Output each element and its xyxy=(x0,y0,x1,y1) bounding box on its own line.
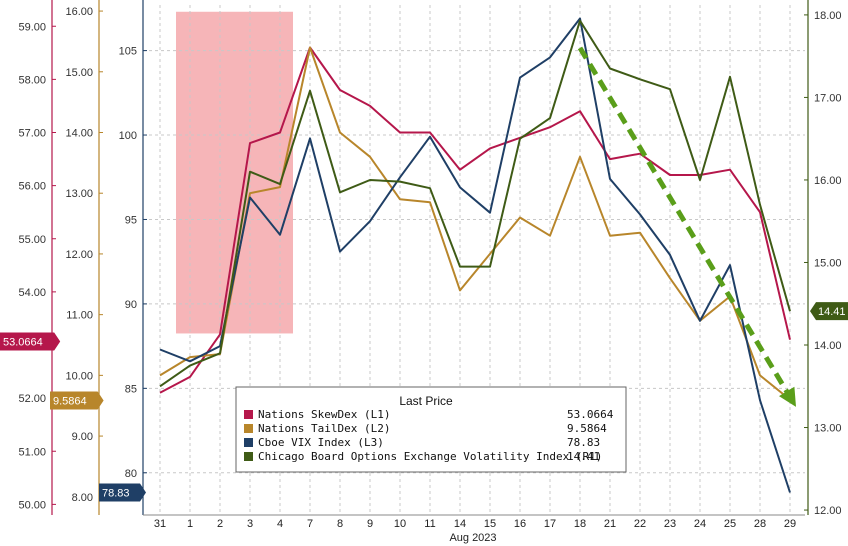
tick-label-R1: 14.00 xyxy=(814,340,842,352)
legend-last-price: 78.83 xyxy=(567,436,600,449)
badge-L3: 78.83 xyxy=(99,483,146,502)
x-tick-label: 25 xyxy=(724,518,736,530)
tick-label-L2: 13.00 xyxy=(65,188,93,200)
series-line-L2 xyxy=(159,46,791,401)
badge-shape xyxy=(0,332,61,351)
legend-last-price: 53.0664 xyxy=(567,408,614,421)
tick-label-L3: 100 xyxy=(119,130,137,142)
x-tick-label: 1 xyxy=(187,518,193,530)
tick-label-L2: 15.00 xyxy=(65,67,93,79)
trend-arrow-shaft xyxy=(577,46,791,397)
trend-arrow-head xyxy=(779,386,796,407)
legend-label: Cboe VIX Index (L3) xyxy=(258,436,384,449)
x-tick-label: 11 xyxy=(424,518,435,530)
badge-value: 78.83 xyxy=(102,488,130,500)
x-tick-label: 24 xyxy=(694,518,706,530)
tick-label-L2: 12.00 xyxy=(65,249,93,261)
tick-label-L3: 85 xyxy=(125,383,137,395)
badge-value: 14.41 xyxy=(818,306,846,318)
tick-label-L2: 14.00 xyxy=(65,128,93,140)
tick-label-L1: 57.00 xyxy=(18,128,46,140)
tick-label-R1: 16.00 xyxy=(814,175,842,187)
axes: 50.0051.0052.0053.0054.0055.0056.0057.00… xyxy=(18,0,842,517)
badge-value: 53.0664 xyxy=(3,336,43,348)
tick-label-R1: 17.00 xyxy=(814,92,842,104)
legend-label: Nations SkewDex (L1) xyxy=(258,408,390,421)
tick-label-R1: 18.00 xyxy=(814,10,842,22)
x-tick-label: 3 xyxy=(247,518,253,530)
tick-label-L1: 54.00 xyxy=(18,287,46,299)
x-axis-label: Aug 2023 xyxy=(449,532,496,544)
legend: Last Price Nations SkewDex (L1) 53.0664 Na… xyxy=(235,386,627,473)
tick-label-L1: 56.00 xyxy=(18,181,46,193)
x-tick-label: 18 xyxy=(574,518,586,530)
x-tick-label: 7 xyxy=(307,518,313,530)
x-tick-label: 28 xyxy=(754,518,766,530)
badge-L1: 53.0664 xyxy=(0,332,61,351)
tick-label-L3: 80 xyxy=(125,468,137,480)
series-line-L1 xyxy=(159,46,791,394)
legend-box xyxy=(235,386,627,473)
legend-swatch xyxy=(244,438,253,447)
x-tick-label: 9 xyxy=(367,518,373,530)
legend-swatch xyxy=(244,452,253,461)
tick-label-L1: 58.00 xyxy=(18,74,46,86)
legend-swatch xyxy=(244,424,253,433)
badge-shape xyxy=(99,483,146,502)
tick-label-L3: 90 xyxy=(125,299,137,311)
legend-title: Last Price xyxy=(399,394,453,408)
x-tick-label: 31 xyxy=(154,518,166,530)
x-tick-label: 2 xyxy=(217,518,223,530)
legend-label: Chicago Board Options Exchange Volatilit… xyxy=(258,450,602,463)
x-tick-label: 17 xyxy=(544,518,556,530)
tick-label-L2: 10.00 xyxy=(65,370,93,382)
tick-label-L2: 8.00 xyxy=(72,492,93,504)
x-tick-label: 15 xyxy=(484,518,496,530)
x-tick-label: 14 xyxy=(454,518,466,530)
x-tick-label: 21 xyxy=(604,518,616,530)
tick-label-L1: 52.00 xyxy=(18,393,46,405)
tick-label-L2: 11.00 xyxy=(66,310,93,322)
x-tick-label: 16 xyxy=(514,518,526,530)
legend-swatch xyxy=(244,410,253,419)
series-lines xyxy=(159,17,791,493)
series-line-L3 xyxy=(159,17,791,493)
tick-label-L1: 50.00 xyxy=(18,499,46,511)
tick-label-L2: 9.00 xyxy=(72,431,93,443)
tick-label-L2: 16.00 xyxy=(65,6,93,18)
legend-last-price: 14.41 xyxy=(567,450,600,463)
x-tick-label: 23 xyxy=(664,518,676,530)
trend-arrow xyxy=(577,46,796,407)
tick-label-L3: 95 xyxy=(125,214,137,226)
highlight-region xyxy=(176,11,293,334)
badge-R1: 14.41 xyxy=(810,302,848,321)
tick-label-L3: 105 xyxy=(119,46,137,58)
x-tick-label: 8 xyxy=(337,518,343,530)
grid xyxy=(143,5,805,515)
tick-label-R1: 15.00 xyxy=(814,257,842,269)
highlight-rect xyxy=(176,11,293,334)
badge-value: 9.5864 xyxy=(53,395,87,407)
tick-label-R1: 12.00 xyxy=(814,505,842,517)
badge-shape xyxy=(810,302,848,321)
series-line-R1 xyxy=(159,19,791,388)
legend-label: Nations TailDex (L2) xyxy=(258,422,390,435)
x-tick-label: 29 xyxy=(784,518,796,530)
tick-label-L1: 59.00 xyxy=(18,21,46,33)
legend-last-price: 9.5864 xyxy=(567,422,607,435)
tick-label-L1: 55.00 xyxy=(18,234,46,246)
x-tick-label: 4 xyxy=(277,518,283,530)
tick-label-L1: 51.00 xyxy=(18,446,46,458)
badge-L2: 9.5864 xyxy=(50,391,104,410)
badge-shape xyxy=(50,391,104,410)
x-axis: Aug 2023 31 1 2 3 4 7 8 9 10 11 14 15 16 17 18 21 22 23 24… xyxy=(154,518,796,544)
tick-label-R1: 13.00 xyxy=(814,423,842,435)
x-tick-label: 10 xyxy=(394,518,406,530)
x-tick-label: 22 xyxy=(634,518,646,530)
